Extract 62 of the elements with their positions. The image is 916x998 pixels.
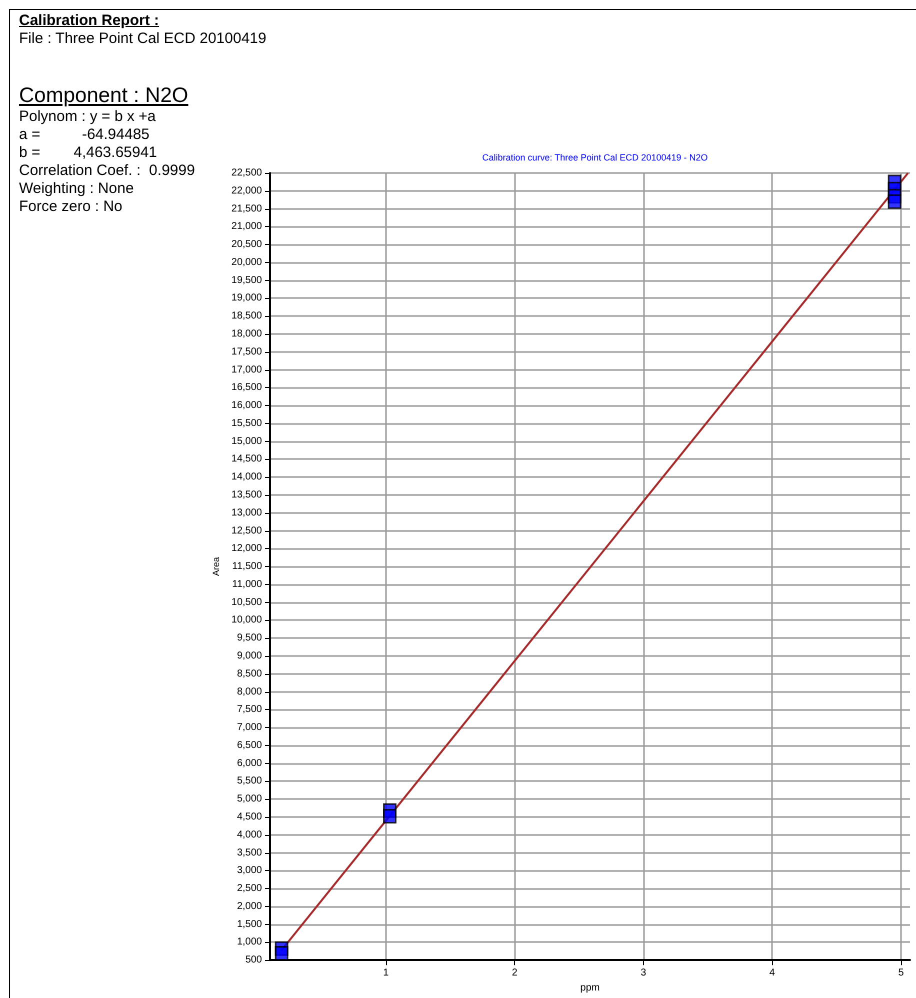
y-tick-label: 5,500 bbox=[236, 776, 262, 787]
y-tick-label: 9,500 bbox=[236, 632, 262, 644]
y-tick-label: 13,500 bbox=[231, 489, 262, 500]
y-tick-label: 21,000 bbox=[231, 221, 262, 232]
x-tick-label: 3 bbox=[640, 968, 647, 979]
y-tick-label: 13,000 bbox=[231, 507, 262, 518]
y-tick-label: 16,500 bbox=[231, 382, 262, 394]
y-tick-label: 8,000 bbox=[236, 686, 262, 698]
y-tick-label: 22,500 bbox=[231, 168, 262, 178]
y-tick-label: 9,000 bbox=[236, 650, 262, 662]
y-tick-label: 500 bbox=[245, 954, 262, 966]
y-tick-label: 19,500 bbox=[231, 274, 262, 286]
y-tick-label: 21,500 bbox=[231, 203, 262, 214]
y-tick-label: 14,000 bbox=[231, 472, 262, 483]
y-tick-label: 3,000 bbox=[236, 865, 262, 876]
y-tick-label: 17,500 bbox=[231, 346, 262, 358]
y-axis-title: Area bbox=[211, 557, 222, 576]
y-tick-label: 15,500 bbox=[231, 418, 262, 429]
y-tick-label: 16,000 bbox=[231, 400, 262, 412]
x-tick-label: 4 bbox=[769, 968, 776, 979]
y-tick-label: 2,500 bbox=[236, 883, 262, 894]
y-tick-label: 4,500 bbox=[236, 811, 262, 822]
y-tick-label: 10,000 bbox=[231, 614, 262, 626]
y-tick-label: 12,500 bbox=[231, 525, 262, 536]
text: Component : N2O bbox=[19, 84, 190, 108]
text: Weighting : None bbox=[19, 180, 134, 197]
y-tick-label: 11,000 bbox=[232, 578, 262, 590]
y-tick-label: 22,000 bbox=[231, 185, 262, 196]
y-tick-label: 6,000 bbox=[236, 758, 262, 769]
x-tick-label: 1 bbox=[383, 968, 390, 979]
y-tick-label: 3,500 bbox=[236, 847, 262, 858]
y-tick-label: 20,000 bbox=[231, 256, 262, 268]
y-tick-label: 6,500 bbox=[236, 740, 262, 751]
y-tick-label: 12,000 bbox=[231, 543, 262, 554]
y-tick-label: 10,500 bbox=[231, 596, 262, 608]
text: Calibration Report : bbox=[19, 12, 160, 30]
y-tick-label: 17,000 bbox=[231, 364, 262, 376]
text: b = 4,463.65941 bbox=[19, 144, 158, 162]
x-axis-title: ppm bbox=[580, 982, 600, 994]
x-tick-label: 2 bbox=[512, 968, 518, 979]
text: Force zero : No bbox=[19, 198, 122, 215]
y-tick-label: 19,000 bbox=[231, 292, 262, 304]
text: a = -64.94485 bbox=[19, 126, 151, 144]
y-tick-label: 18,000 bbox=[231, 328, 262, 340]
y-tick-label: 1,500 bbox=[236, 918, 262, 930]
y-tick-label: 1,000 bbox=[236, 936, 262, 948]
y-tick-label: 4,000 bbox=[236, 829, 262, 840]
y-tick-label: 7,000 bbox=[236, 722, 262, 734]
y-tick-label: 14,500 bbox=[231, 454, 262, 465]
chart-title: Calibration curve: Three Point Cal ECD 20100419 - N2O bbox=[482, 152, 708, 162]
y-tick-label: 15,000 bbox=[231, 436, 262, 447]
y-tick-label: 7,500 bbox=[236, 704, 262, 716]
y-tick-label: 5,000 bbox=[236, 794, 262, 805]
x-tick-label: 5 bbox=[898, 968, 904, 979]
y-tick-label: 8,500 bbox=[236, 668, 262, 680]
text: Correlation Coef. : 0.9999 bbox=[19, 162, 195, 179]
y-tick-label: 20,500 bbox=[231, 239, 262, 250]
y-tick-label: 18,500 bbox=[231, 310, 262, 322]
text: Polynom : y = b x +a bbox=[19, 108, 157, 126]
y-tick-label: 11,500 bbox=[232, 561, 262, 572]
text: File : Three Point Cal ECD 20100419 bbox=[19, 30, 266, 48]
y-tick-label: 2,000 bbox=[236, 900, 262, 912]
